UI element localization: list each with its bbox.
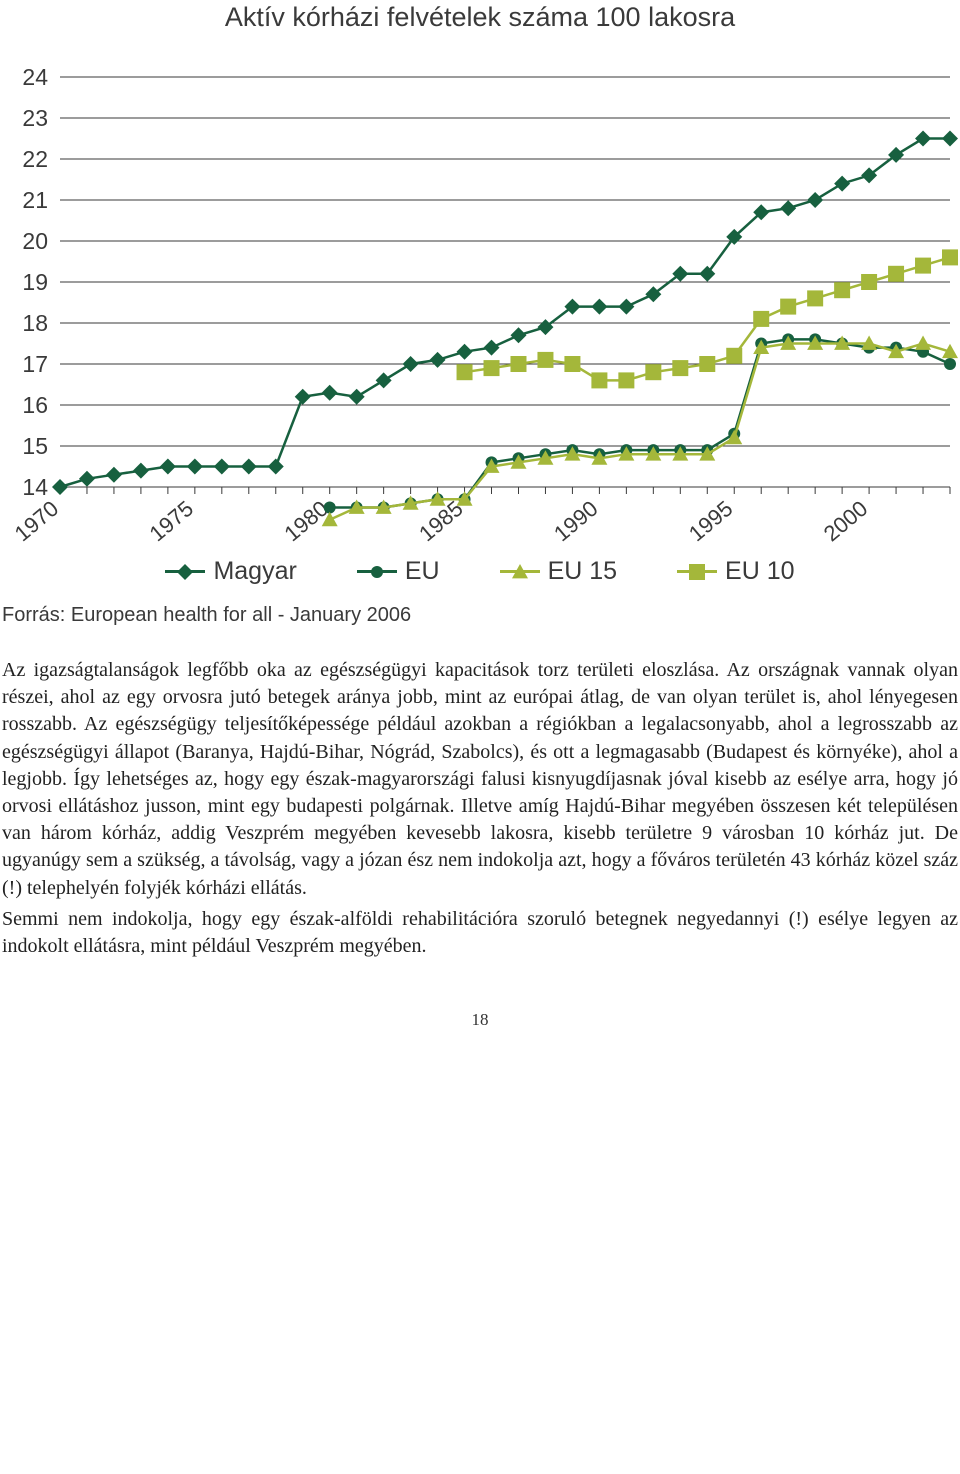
- page-number: 18: [2, 1010, 958, 1030]
- legend-label: EU 10: [725, 557, 794, 586]
- legend-label: EU 15: [548, 557, 617, 586]
- legend-swatch: [357, 570, 397, 573]
- svg-text:1995: 1995: [684, 496, 738, 547]
- legend-swatch: [500, 570, 540, 573]
- legend-item: Magyar: [165, 557, 296, 586]
- chart-title: Aktív kórházi felvételek száma 100 lakos…: [2, 2, 958, 33]
- svg-text:15: 15: [22, 433, 48, 459]
- line-chart: 1415161718192021222324197019751980198519…: [2, 37, 958, 547]
- legend-item: EU: [357, 557, 440, 586]
- body-paragraph: Semmi nem indokolja, hogy egy észak-alfö…: [2, 906, 958, 960]
- legend-item: EU 15: [500, 557, 617, 586]
- body-paragraph: Az igazságtalanságok legfőbb oka az egés…: [2, 657, 958, 902]
- legend-swatch: [677, 570, 717, 573]
- svg-text:19: 19: [22, 269, 48, 295]
- legend-item: EU 10: [677, 557, 794, 586]
- legend-label: Magyar: [213, 557, 296, 586]
- legend-swatch: [165, 570, 205, 573]
- svg-text:2000: 2000: [819, 496, 873, 547]
- svg-text:20: 20: [22, 228, 48, 254]
- svg-text:1970: 1970: [10, 496, 64, 547]
- body-text: Az igazságtalanságok legfőbb oka az egés…: [2, 657, 958, 960]
- svg-text:22: 22: [22, 146, 48, 172]
- svg-text:1990: 1990: [549, 496, 603, 547]
- svg-text:17: 17: [22, 351, 48, 377]
- chart-source: Forrás: European health for all - Januar…: [2, 604, 958, 627]
- svg-text:14: 14: [22, 474, 48, 500]
- svg-text:24: 24: [22, 64, 48, 90]
- legend-label: EU: [405, 557, 440, 586]
- svg-text:1975: 1975: [144, 496, 198, 547]
- svg-text:21: 21: [22, 187, 48, 213]
- chart-container: Aktív kórházi felvételek száma 100 lakos…: [2, 2, 958, 627]
- chart-legend: Magyar EU EU 15 EU 10: [2, 557, 958, 586]
- svg-text:23: 23: [22, 105, 48, 131]
- svg-text:18: 18: [22, 310, 48, 336]
- svg-text:16: 16: [22, 392, 48, 418]
